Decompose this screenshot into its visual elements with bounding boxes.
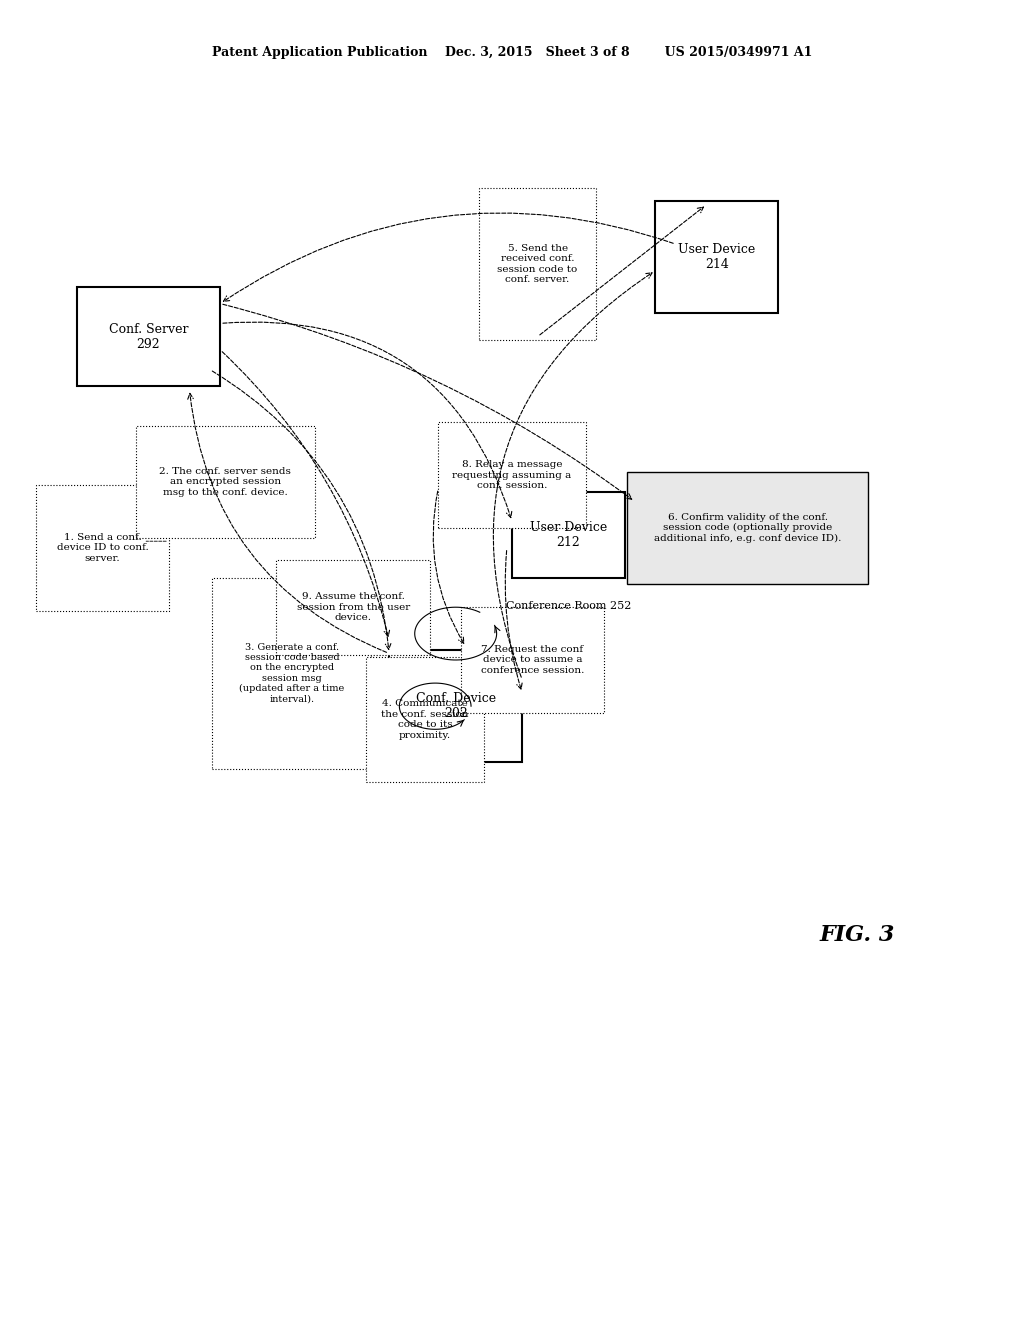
FancyBboxPatch shape bbox=[479, 187, 596, 339]
FancyBboxPatch shape bbox=[389, 649, 522, 762]
FancyBboxPatch shape bbox=[212, 578, 371, 768]
FancyBboxPatch shape bbox=[276, 560, 430, 655]
Text: Patent Application Publication    Dec. 3, 2015   Sheet 3 of 8        US 2015/034: Patent Application Publication Dec. 3, 2… bbox=[212, 46, 812, 59]
Text: Conf. Server
292: Conf. Server 292 bbox=[109, 322, 188, 351]
Text: 6. Confirm validity of the conf.
session code (optionally provide
additional inf: 6. Confirm validity of the conf. session… bbox=[654, 513, 841, 543]
Text: 5. Send the
received conf.
session code to
conf. server.: 5. Send the received conf. session code … bbox=[498, 244, 578, 284]
Text: User Device
214: User Device 214 bbox=[678, 243, 756, 272]
Text: 8. Relay a message
requesting assuming a
conf. session.: 8. Relay a message requesting assuming a… bbox=[453, 461, 571, 490]
Text: Conf. Device
202: Conf. Device 202 bbox=[416, 692, 496, 721]
Text: 1. Send a conf.
device ID to conf.
server.: 1. Send a conf. device ID to conf. serve… bbox=[56, 533, 148, 562]
FancyBboxPatch shape bbox=[627, 473, 868, 583]
Text: 4. Communicate
the conf. session
code to its
proximity.: 4. Communicate the conf. session code to… bbox=[381, 700, 469, 739]
Text: Conference Room 252: Conference Room 252 bbox=[506, 601, 631, 611]
FancyBboxPatch shape bbox=[36, 486, 169, 610]
FancyBboxPatch shape bbox=[655, 201, 778, 313]
Text: 2. The conf. server sends
an encrypted session
msg to the conf. device.: 2. The conf. server sends an encrypted s… bbox=[160, 467, 291, 496]
FancyBboxPatch shape bbox=[135, 425, 315, 539]
FancyBboxPatch shape bbox=[367, 656, 483, 781]
Text: User Device
212: User Device 212 bbox=[529, 520, 607, 549]
Text: FIG. 3: FIG. 3 bbox=[819, 924, 895, 946]
Text: 9. Assume the conf.
session from the user
device.: 9. Assume the conf. session from the use… bbox=[297, 593, 410, 622]
FancyBboxPatch shape bbox=[461, 607, 604, 713]
FancyBboxPatch shape bbox=[77, 288, 220, 385]
Text: 7. Request the conf
device to assume a
conference session.: 7. Request the conf device to assume a c… bbox=[481, 645, 584, 675]
FancyBboxPatch shape bbox=[512, 492, 625, 578]
FancyBboxPatch shape bbox=[438, 422, 586, 528]
Text: 3. Generate a conf.
session code based
on the encrypted
session msg
(updated aft: 3. Generate a conf. session code based o… bbox=[240, 643, 344, 704]
